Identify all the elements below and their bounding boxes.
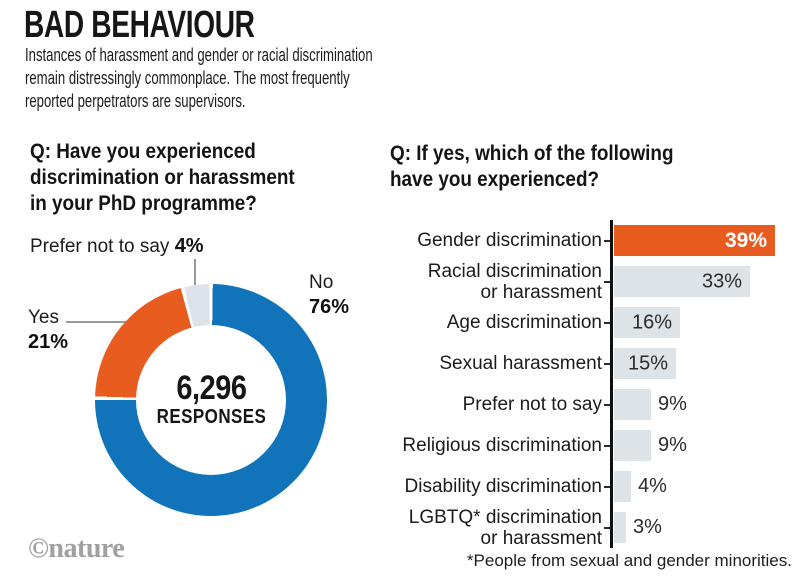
bar-row: Prefer not to say 9% 9%: [390, 384, 796, 425]
bar-axis: [610, 220, 613, 548]
callout-line-prefer: [194, 259, 196, 285]
tick-mark: [604, 321, 612, 324]
bar-label: Disability discrimination: [404, 476, 602, 497]
bar-label-box: Gender discrimination: [390, 230, 602, 251]
bar-value: 33%: [701, 270, 742, 292]
bar-row: Disability discrimination 4% 4%: [390, 466, 796, 507]
bar-label: Prefer not to say: [462, 394, 602, 415]
bar: 39%: [614, 225, 775, 256]
label-no-value: 76%: [309, 296, 350, 318]
bar-value: 9%: [658, 434, 687, 456]
bar-label: Racial discrimination or harassment: [427, 260, 602, 303]
bar-row: Gender discrimination 39% 39%: [390, 220, 796, 261]
bar-area: 15% 15%: [614, 348, 676, 379]
label-yes-text: Yes: [28, 307, 59, 328]
bar-value: 16%: [631, 311, 672, 333]
bar-label-box: Prefer not to say: [390, 394, 602, 415]
bar-row: Religious discrimination 9% 9%: [390, 425, 796, 466]
bar-label: LGBTQ* discrimination or harassment: [408, 506, 602, 549]
bar-label-box: Sexual harassment: [390, 353, 602, 374]
tick-mark: [604, 485, 612, 488]
bar-area: 4% 4%: [614, 471, 667, 502]
bar: 3%: [614, 512, 626, 543]
bar-area: 16% 16%: [614, 307, 680, 338]
bar-area: 9% 9%: [614, 430, 687, 461]
donut-hole: 6,296 RESPONSES: [136, 325, 286, 475]
bar-value: 9%: [658, 393, 687, 415]
bar-label-box: LGBTQ* discrimination or harassment: [390, 507, 602, 549]
tick-mark: [604, 526, 612, 529]
label-yes: Yes 21%: [28, 306, 68, 354]
bar-label-box: Disability discrimination: [390, 476, 602, 497]
tick-mark: [604, 403, 612, 406]
label-prefer-text: Prefer not to say: [30, 236, 170, 257]
tick-mark: [604, 239, 612, 242]
bar-area: 3% 3%: [614, 512, 662, 543]
bar-label: Age discrimination: [446, 312, 602, 333]
bar-area: 9% 9%: [614, 389, 687, 420]
bar: 9%: [614, 430, 651, 461]
bar: 4%: [614, 471, 631, 502]
bar: 15%: [614, 348, 676, 379]
subtitle: Instances of harassment and gender or ra…: [25, 45, 373, 111]
bar-area: 33% 33%: [614, 266, 750, 297]
bar-value: 3%: [633, 516, 662, 538]
donut-chart: 6,296 RESPONSES: [95, 284, 327, 516]
tick-mark: [604, 280, 612, 283]
bar-label-box: Religious discrimination: [390, 435, 602, 456]
donut-question: Q: Have you experienced discrimination o…: [30, 140, 295, 215]
label-yes-value: 21%: [28, 331, 69, 353]
bar-rows: Gender discrimination 39% 39% Racial dis…: [390, 220, 796, 549]
label-no-text: No: [309, 272, 334, 293]
footnote: *People from sexual and gender minoritie…: [466, 551, 792, 570]
donut-center: 6,296 RESPONSES: [156, 371, 266, 429]
label-prefer-value: 4%: [174, 235, 204, 257]
bar-value: 4%: [638, 475, 667, 497]
tick-mark: [604, 444, 612, 447]
label-no: No 76%: [309, 271, 349, 319]
bar-question: Q: If yes, which of the following have y…: [390, 142, 674, 191]
label-prefer-not-to-say: Prefer not to say 4%: [30, 234, 204, 259]
bar-row: Sexual harassment 15% 15%: [390, 343, 796, 384]
page-title: BAD BEHAVIOUR: [24, 4, 255, 46]
callout-line-yes: [66, 321, 128, 323]
bar-label: Sexual harassment: [439, 353, 602, 374]
bar-row: Racial discrimination or harassment 33% …: [390, 261, 796, 303]
tick-mark: [604, 362, 612, 365]
responses-count: 6,296: [175, 369, 247, 407]
nature-logo: ©nature: [28, 533, 125, 564]
bar: 9%: [614, 389, 651, 420]
bar-label-box: Age discrimination: [390, 312, 602, 333]
bar-area: 39% 39%: [614, 225, 775, 256]
bar-value: 39%: [724, 228, 767, 252]
bar-row: Age discrimination 16% 16%: [390, 302, 796, 343]
bar-row: LGBTQ* discrimination or harassment 3% 3…: [390, 507, 796, 549]
bar-value: 15%: [627, 352, 668, 374]
bar-chart: Gender discrimination 39% 39% Racial dis…: [390, 220, 796, 549]
bar-label: Religious discrimination: [402, 435, 602, 456]
bar: 16%: [614, 307, 680, 338]
responses-caption: RESPONSES: [156, 406, 266, 428]
bar-label-box: Racial discrimination or harassment: [390, 261, 602, 303]
bar: 33%: [614, 266, 750, 297]
bar-label: Gender discrimination: [417, 230, 602, 251]
